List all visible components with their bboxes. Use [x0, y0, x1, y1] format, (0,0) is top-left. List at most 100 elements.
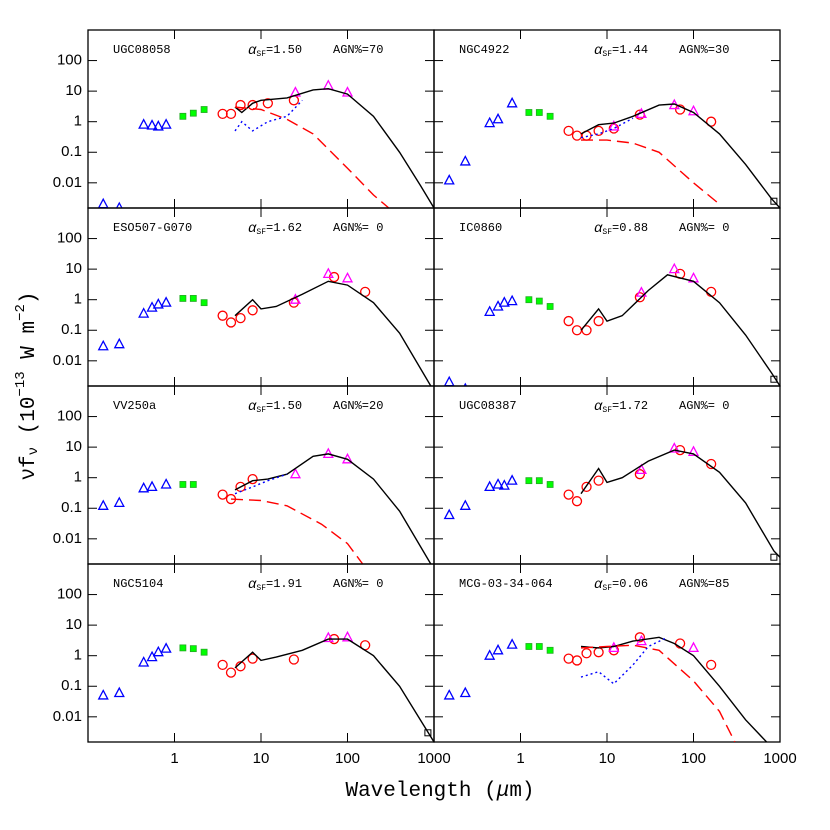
alpha-symbol: α [248, 399, 257, 415]
alpha-sub: SF [256, 406, 266, 415]
square-marker [525, 296, 533, 304]
alpha-text: =1.91 [266, 577, 302, 591]
alpha-sub: SF [256, 228, 266, 237]
circle-marker [563, 653, 574, 664]
model-curve [230, 498, 364, 564]
model-curve [580, 274, 780, 386]
x-tick-label: 100 [335, 750, 360, 767]
triangle-marker [341, 86, 354, 97]
y-tick-label: 10 [65, 438, 82, 455]
triangle-marker [459, 686, 471, 698]
triangle-marker [668, 262, 680, 274]
alpha-text: =1.44 [612, 43, 648, 57]
triangle-marker [687, 445, 700, 457]
x-tick-label: 1 [170, 750, 178, 767]
alpha-symbol: α [248, 577, 257, 593]
alpha-symbol: α [594, 43, 603, 59]
square-marker [546, 112, 554, 120]
panel-name: IC0860 [459, 221, 502, 235]
circle-marker [571, 325, 583, 336]
triangle-marker [635, 463, 648, 475]
triangle-marker [498, 296, 510, 307]
triangle-marker [506, 474, 518, 485]
circle-marker [225, 667, 237, 678]
model-curve [580, 636, 668, 685]
triangle-marker [160, 296, 172, 307]
triangle-marker [484, 116, 496, 128]
triangle-marker [152, 298, 164, 309]
circle-marker [593, 315, 604, 327]
x-axis-label: Wavelength (μm) [345, 780, 534, 803]
triangle-marker [463, 382, 468, 386]
circle-marker [217, 489, 228, 500]
circle-marker [674, 104, 686, 115]
circle-marker [563, 489, 574, 500]
plot-area [443, 632, 768, 742]
alpha-sub: SF [602, 228, 612, 237]
circle-marker [217, 659, 228, 671]
triangle-marker [138, 307, 150, 318]
triangle-marker [322, 447, 334, 459]
y-tick-label: 100 [57, 586, 82, 603]
y-tick-label: 0.1 [61, 321, 82, 338]
circle-marker [563, 315, 574, 327]
circle-marker [581, 481, 592, 493]
triangle-marker [97, 197, 109, 208]
circle-marker [581, 325, 592, 336]
panel: 1 10 100 1000 0.01 0.1 1 10 100 NGC5104 αSF=1.91 AG… [53, 563, 451, 767]
agn-text: AGN%=70 [333, 43, 383, 57]
model-curve [580, 117, 634, 139]
agn-text: AGN%= 0 [333, 577, 383, 591]
square-marker [546, 303, 554, 310]
circle-marker [217, 310, 228, 321]
circle-marker [247, 99, 258, 111]
triangle-marker [506, 638, 518, 649]
y-tick-label: 10 [65, 260, 82, 277]
plot-area [443, 96, 780, 208]
panel: IC0860 αSF=0.88 AGN%= 0 [433, 207, 781, 387]
y-tick-label: 100 [57, 230, 82, 247]
y-label-part: −2 [13, 304, 29, 321]
triangle-marker [687, 641, 700, 653]
square-marker [535, 643, 543, 650]
circle-marker [634, 632, 646, 643]
triangle-marker [484, 305, 496, 317]
panel-name: UGC08387 [459, 399, 517, 413]
triangle-marker [113, 337, 125, 349]
square-marker [179, 295, 187, 302]
agn-text: AGN%= 0 [333, 221, 383, 235]
square-marker [546, 646, 554, 654]
circle-marker [706, 659, 717, 671]
triangle-marker [506, 294, 518, 306]
square-marker [546, 481, 554, 488]
triangle-marker [459, 155, 471, 166]
circle-marker [247, 305, 258, 316]
y-label-part: −13 [13, 371, 29, 396]
alpha-symbol: α [594, 221, 603, 237]
circle-marker [235, 99, 246, 111]
square-marker [189, 481, 197, 488]
triangle-marker [322, 631, 334, 643]
panel-name: NGC4922 [459, 43, 509, 57]
y-tick-label: 1 [74, 469, 82, 486]
alpha-sub: SF [256, 584, 266, 593]
annotation: αSF=1.72 [594, 399, 648, 415]
circle-marker [571, 130, 583, 141]
circle-marker [225, 317, 237, 328]
x-tick-label: 10 [253, 750, 270, 767]
triangle-marker [492, 478, 504, 489]
annotation: αSF=1.62 [248, 221, 302, 237]
alpha-text: =1.72 [612, 399, 648, 413]
square-marker [525, 477, 533, 485]
panel: UGC08387 αSF=1.72 AGN%= 0 [433, 385, 781, 565]
triangle-marker [138, 118, 150, 129]
alpha-text: =0.06 [612, 577, 648, 591]
y-tick-label: 10 [65, 616, 82, 633]
triangle-marker [687, 104, 700, 116]
circle-marker [593, 475, 604, 486]
circle-marker [593, 647, 604, 658]
triangle-marker [492, 643, 504, 655]
square-marker [525, 109, 533, 116]
model-curve [580, 103, 780, 208]
triangle-marker [322, 79, 334, 90]
